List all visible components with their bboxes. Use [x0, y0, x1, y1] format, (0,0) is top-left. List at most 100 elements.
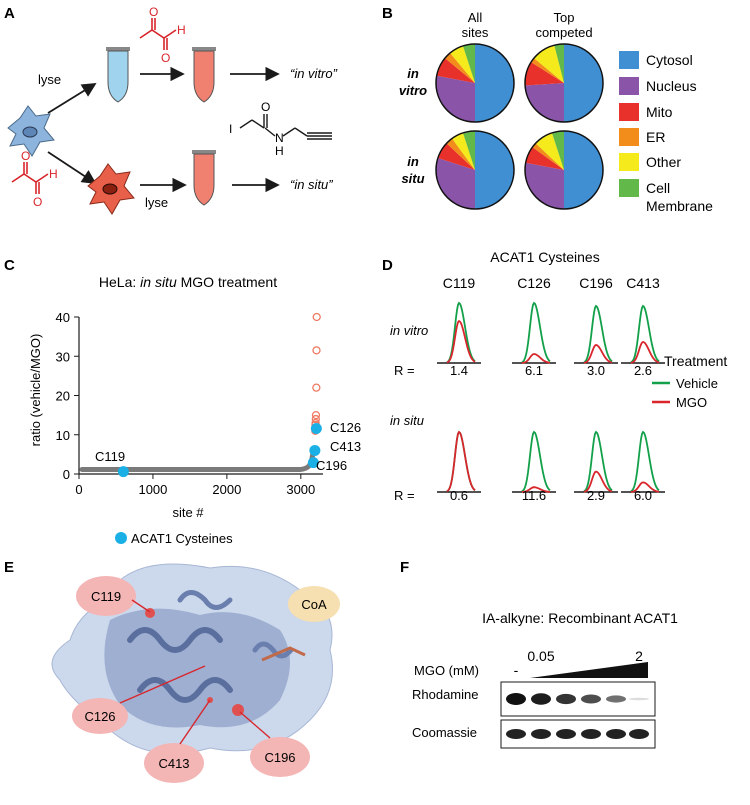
pie-slice-mito	[525, 147, 564, 170]
rhodamine-band	[581, 694, 601, 704]
d-ratio-value: 1.4	[450, 363, 468, 378]
d-trace-vehicle	[630, 430, 660, 493]
coomassie-band	[629, 729, 649, 739]
pie-slice-nucleus	[436, 75, 475, 122]
legend-label-cell-membrane: Cell	[646, 180, 670, 196]
c-ytick-label: 30	[56, 349, 70, 364]
legend-swatch-er	[619, 128, 639, 146]
c196-label-bubble	[250, 737, 310, 777]
d-trace-vehicle	[521, 430, 551, 493]
legend-swatch-mito	[619, 103, 639, 121]
d-ratio-value: 6.1	[525, 363, 543, 378]
c-point-acat1	[310, 422, 322, 434]
f-row2-label: Coomassie	[412, 725, 477, 740]
d-r-prefix-1: R =	[394, 363, 415, 378]
d-trace-mgo	[630, 481, 660, 493]
d-trace-vehicle	[521, 301, 551, 364]
c-legend-marker	[115, 532, 127, 544]
c-ytick-label: 10	[56, 428, 70, 443]
pie-slice-other	[533, 45, 564, 83]
c413-label-bubble	[144, 743, 204, 783]
mgo-b-h: H	[49, 167, 58, 181]
rhodamine-band	[556, 693, 576, 705]
probe-hydrogen: H	[275, 144, 284, 158]
pie-slice-other	[535, 132, 564, 170]
legend-label-other: Other	[646, 154, 681, 170]
tube-situ-red-icon	[192, 150, 216, 206]
d-trace-mgo	[521, 353, 551, 364]
c-ytick-label: 20	[56, 389, 70, 404]
d-trace-mgo	[446, 319, 476, 364]
coomassie-band	[531, 729, 551, 739]
d-title: ACAT1 Cysteines	[490, 249, 599, 265]
c126-label-bubble	[72, 698, 128, 734]
rhodamine-band	[531, 693, 551, 705]
f-row1-label: Rhodamine	[412, 687, 479, 702]
mgo-structure-bottom	[11, 162, 49, 194]
d-trace-mgo	[583, 344, 613, 364]
in-vitro-label: “in vitro”	[290, 66, 338, 81]
c-annot-c196: C196	[316, 458, 347, 473]
c-annot-c126: C126	[330, 420, 361, 435]
pie-slice-nucleus	[436, 157, 475, 209]
legend-swatch-nucleus	[619, 77, 639, 95]
pie-slice-cytosol	[475, 44, 514, 122]
e-label-c119: C119	[91, 589, 121, 604]
c-point-high	[312, 346, 321, 355]
c-annot-c413: C413	[330, 439, 361, 454]
f-coomassie-bands	[506, 729, 649, 739]
legend-swatch-cell-membrane	[619, 179, 639, 197]
d-traces: C119 1.4 0.6 C126 6.1 11.6 C196 3.0 2.9 C413 2.6 6.…	[437, 275, 665, 503]
f-high: 2	[635, 648, 643, 664]
row2-line2: situ	[401, 171, 424, 186]
legend-label-mito: Mito	[646, 104, 673, 120]
rhodamine-band	[606, 695, 626, 703]
d-trace-vehicle	[583, 304, 613, 364]
pie-slice-cytosol	[564, 131, 603, 209]
c-xtick-label: 0	[75, 482, 82, 497]
legend-label-cell-membrane: Membrane	[646, 198, 713, 214]
legend-swatch-cytosol	[619, 51, 639, 69]
mgo-o1: O	[149, 5, 158, 19]
col1-line2: sites	[462, 25, 489, 40]
row1-line1: in	[407, 66, 419, 81]
c126-pointer	[119, 665, 206, 704]
c-point-high	[312, 383, 321, 392]
d-trace-mgo	[583, 470, 613, 493]
pie-slice-nucleus	[525, 83, 564, 122]
c-ylabel: ratio (vehicle/MGO)	[28, 334, 43, 447]
pie-slice-er	[444, 52, 475, 83]
panel-d: D ACAT1 Cysteines in vitro in situ R = R…	[382, 249, 727, 503]
panel-c: C HeLa: in situ MGO treatment 0 1000 2000 3…	[4, 257, 361, 546]
cell-red-icon	[87, 163, 135, 215]
coa-label-bubble	[288, 586, 340, 622]
arrow-treat-bottom	[47, 151, 97, 184]
panel-f: F IA-alkyne: Recombinant ACAT1 0.05 2 MG…	[400, 559, 678, 749]
f-dash: -	[514, 662, 519, 678]
rhodamine-band	[629, 697, 649, 701]
tube-vitro-red-icon	[192, 47, 216, 103]
c-ytick-label: 40	[56, 310, 70, 325]
f-rhodamine-blot	[500, 681, 656, 717]
d-legend-mgo: MGO	[676, 395, 707, 410]
d-legend-title: Treatment	[664, 353, 727, 369]
e-label-c413: C413	[158, 756, 189, 771]
pie-slice-other	[452, 132, 475, 170]
pie-slice-mito	[525, 62, 564, 86]
d-trace-mgo	[522, 486, 551, 493]
panel-a-label: A	[4, 5, 15, 22]
mgo-h1: H	[177, 23, 186, 37]
c119-pointer	[131, 599, 151, 613]
d-trace-vehicle	[583, 430, 613, 493]
panel-e: E C119 C126 C413 C196 CoA	[4, 559, 340, 783]
coomassie-band	[556, 729, 576, 739]
row2-line1: in	[407, 154, 419, 169]
cell-blue-icon	[7, 105, 55, 157]
coomassie-band	[506, 729, 526, 739]
lyse-bottom-label: lyse	[145, 195, 168, 210]
c-xlabel: site #	[172, 505, 204, 520]
pie-outline	[435, 43, 515, 123]
chart-c-title: HeLa: in situ MGO treatment	[99, 274, 277, 290]
probe-iodine: I	[229, 122, 232, 136]
pie-slice-cell-membrane	[462, 44, 475, 83]
